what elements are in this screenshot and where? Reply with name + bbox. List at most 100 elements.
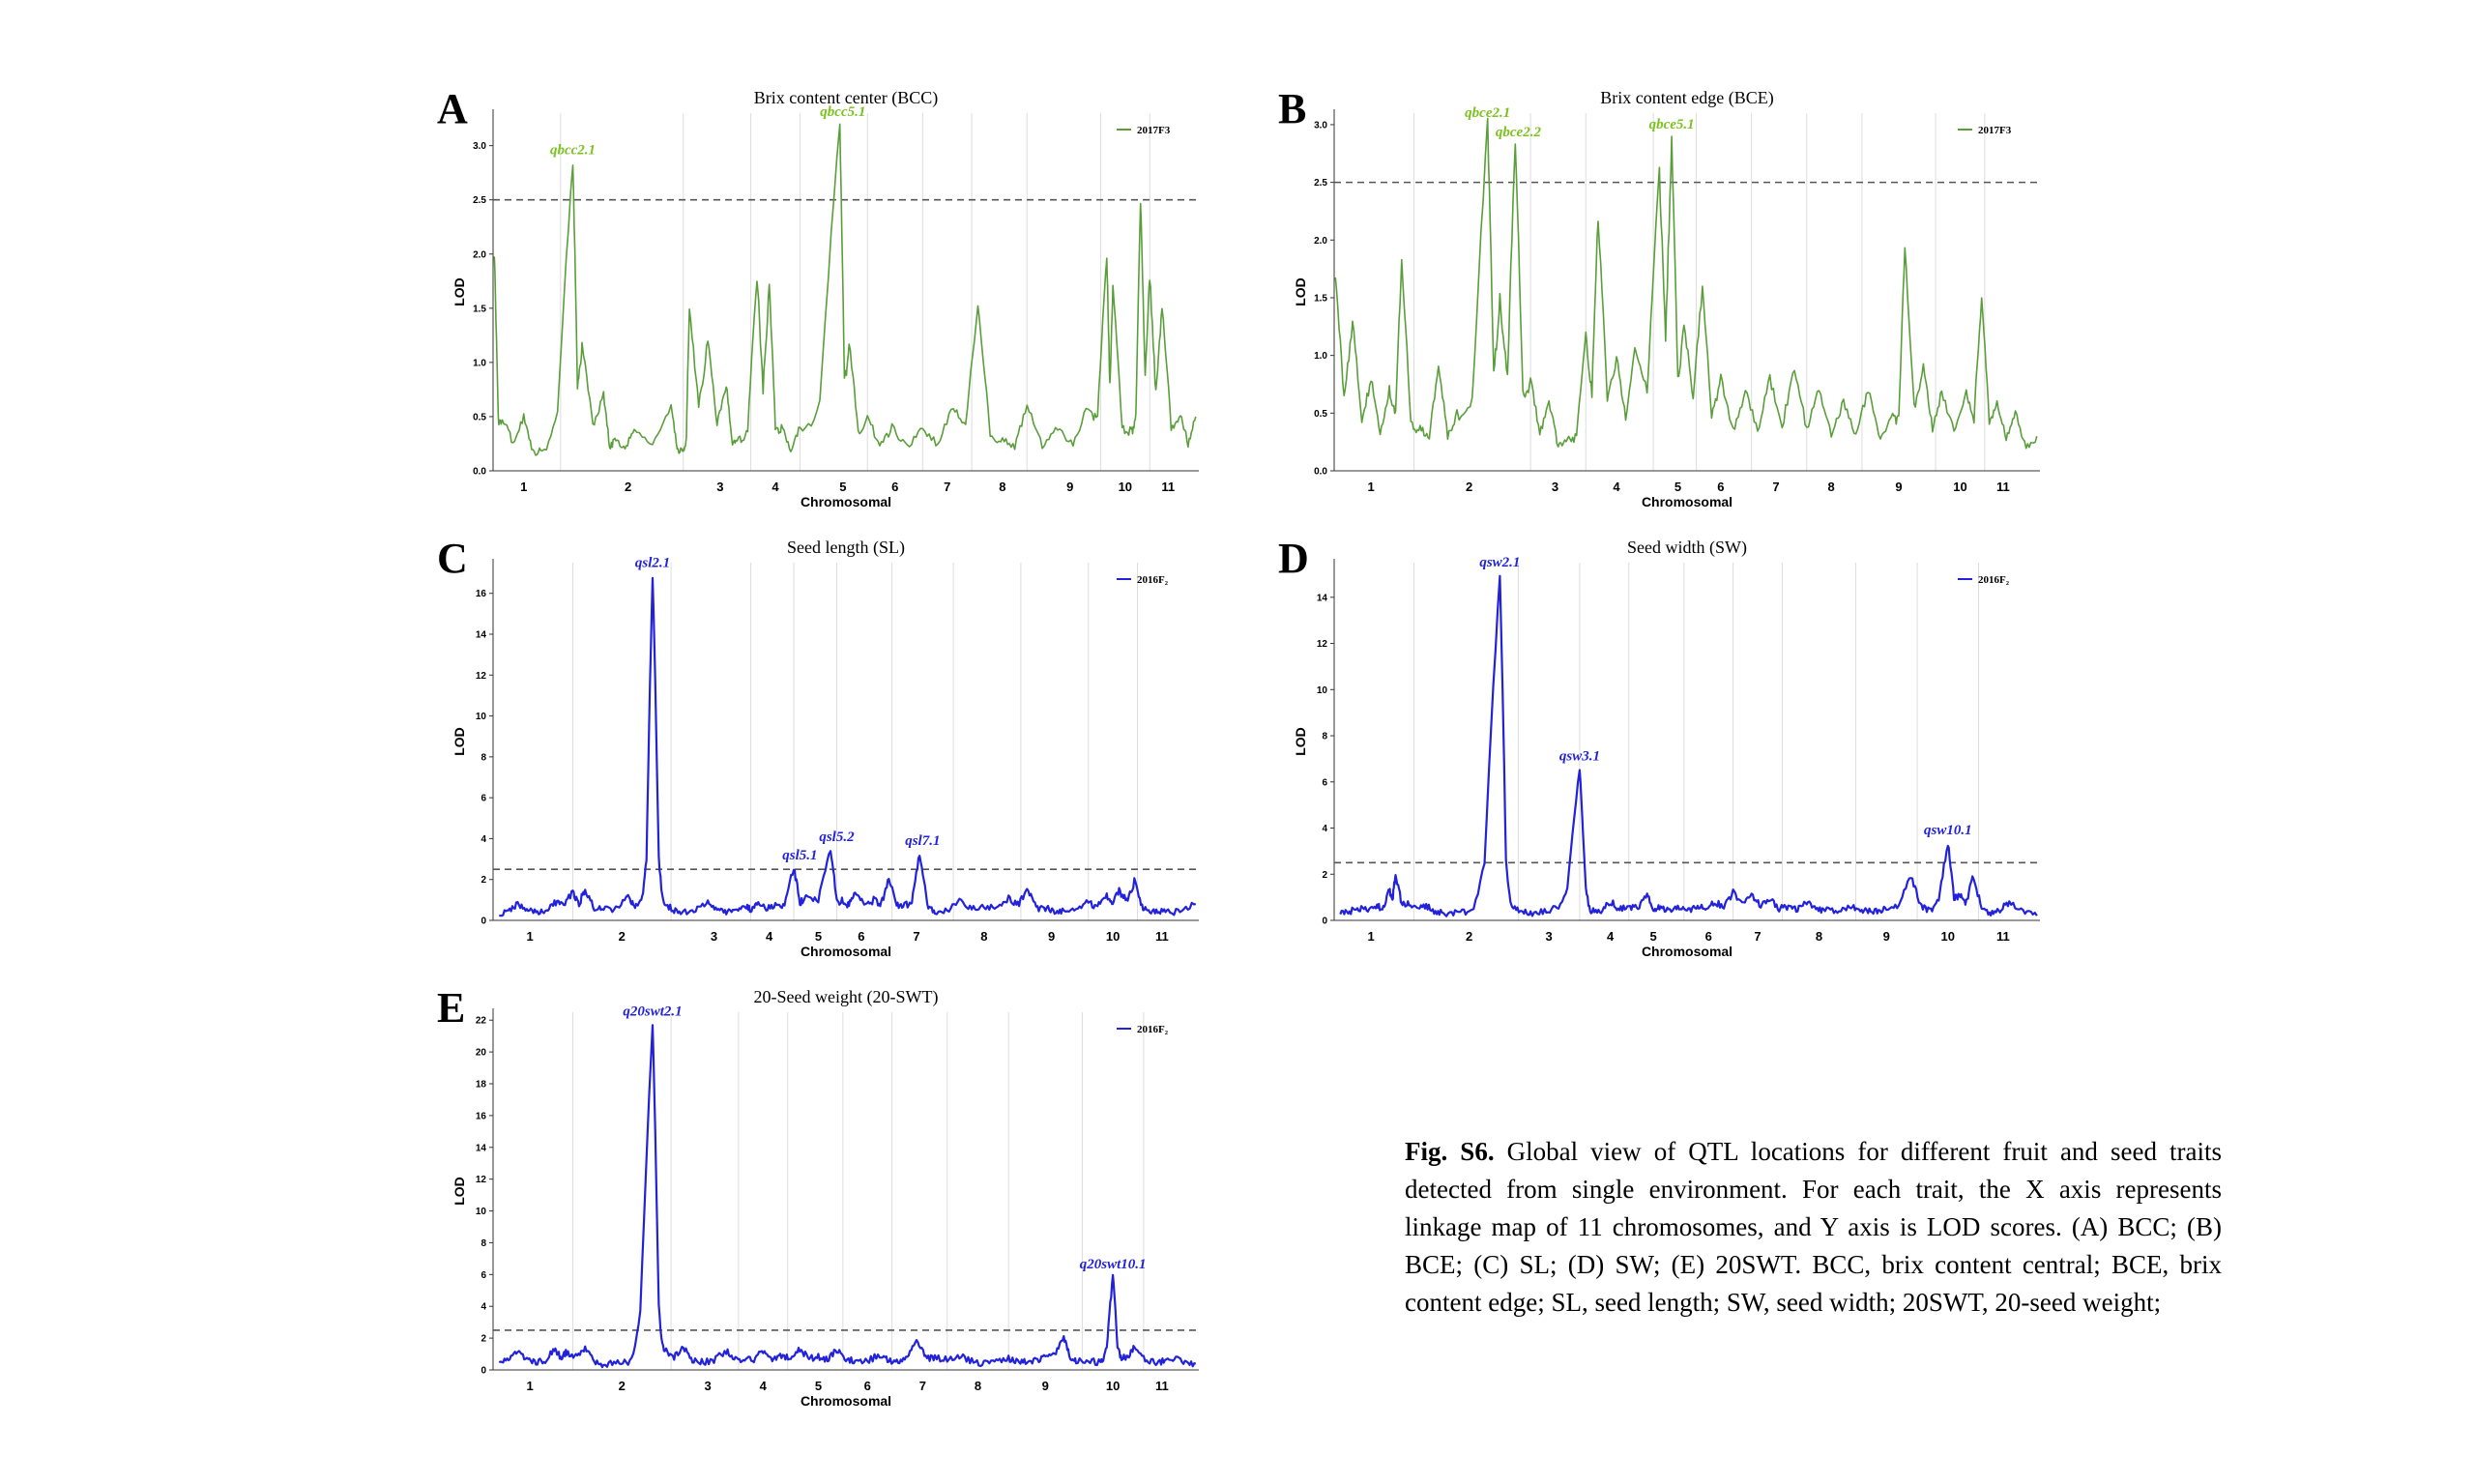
y-tick-label-d-2: 4: [1322, 824, 1327, 834]
y-tick-label-a-3: 1.5: [473, 304, 486, 314]
y-tick-label-d-3: 6: [1322, 777, 1327, 788]
y-tick-label-c-1: 2: [480, 875, 486, 886]
lod-curve-b: [1334, 117, 2038, 450]
chart-a-svg: A Brix content center (BCC) 0.0 0.5 1.0 1.5 2.…: [437, 85, 1199, 509]
chart-b-svg: B Brix content edge (BCE) 0.0 0.5 1.0 1.5 2.0 2…: [1278, 85, 2040, 509]
y-tick-label-d-0: 0: [1322, 917, 1327, 927]
x-tick-label-c-6: 7: [913, 929, 919, 944]
y-tick-label-c-0: 0: [480, 917, 486, 927]
x-tick-label-e-0: 1: [526, 1379, 533, 1393]
chart-title-e: 20-Seed weight (20-SWT): [754, 987, 939, 1007]
y-tick-label-e-6: 12: [476, 1175, 487, 1185]
x-tick-label-b-8: 9: [1895, 480, 1902, 494]
y-tick-label-c-4: 8: [480, 752, 486, 763]
panel-d: D Seed width (SW) 0 2 4 6 8 10 12 14 1 2 3 4 5 6 7 8 9 10 11…: [1267, 532, 2088, 976]
y-tick-label-b-0: 0.0: [1314, 467, 1327, 478]
x-tick-label-d-0: 1: [1367, 929, 1374, 944]
qtl-label-a-0: qbcc2.1: [550, 142, 596, 158]
x-tick-label-b-2: 3: [1552, 480, 1558, 494]
x-tick-label-a-8: 9: [1066, 480, 1073, 494]
x-tick-label-b-3: 4: [1613, 480, 1620, 494]
chart-title-d: Seed width (SW): [1627, 538, 1747, 558]
x-tick-label-b-7: 8: [1828, 480, 1835, 494]
y-tick-label-b-1: 0.5: [1314, 409, 1327, 420]
x-tick-label-a-4: 5: [839, 480, 846, 494]
panel-a: A Brix content center (BCC) 0.0 0.5 1.0 1.5 2.…: [425, 82, 1247, 527]
x-tick-label-d-7: 8: [1816, 929, 1822, 944]
y-tick-label-d-5: 10: [1317, 685, 1328, 696]
x-tick-label-c-5: 6: [858, 929, 864, 944]
x-tick-label-a-10: 11: [1161, 480, 1175, 494]
x-tick-label-e-9: 10: [1106, 1379, 1120, 1393]
y-axis-label-a: LOD: [451, 277, 467, 306]
x-tick-label-e-2: 3: [705, 1379, 712, 1393]
chart-title-a: Brix content center (BCC): [754, 88, 938, 108]
x-tick-label-b-4: 5: [1674, 480, 1681, 494]
x-tick-label-e-8: 9: [1042, 1379, 1049, 1393]
x-tick-label-b-6: 7: [1772, 480, 1779, 494]
panel-c: C Seed length (SL) 0 2 4 6 8 10 12 14 16 1 2 3 4 5 6 7 8 9 1…: [425, 532, 1247, 976]
y-tick-label-d-1: 2: [1322, 870, 1327, 881]
panel-letter-a: A: [437, 85, 468, 132]
y-tick-label-e-2: 4: [480, 1302, 486, 1313]
y-tick-label-d-6: 12: [1317, 639, 1328, 650]
y-tick-label-a-6: 3.0: [473, 141, 486, 152]
qtl-label-b-1: qbce2.2: [1496, 125, 1542, 140]
x-tick-label-c-9: 10: [1106, 929, 1120, 944]
x-tick-label-d-6: 7: [1754, 929, 1761, 944]
x-tick-label-e-4: 5: [815, 1379, 822, 1393]
x-axis-label-b: Chromosomal: [1642, 494, 1732, 509]
y-axis-label-c: LOD: [451, 727, 467, 756]
x-tick-label-d-2: 3: [1546, 929, 1553, 944]
qtl-label-e-0: q20swt2.1: [623, 1004, 682, 1020]
qtl-label-c-0: qsl2.1: [635, 556, 670, 571]
y-tick-label-e-7: 14: [476, 1143, 487, 1153]
y-tick-label-e-5: 10: [476, 1207, 487, 1217]
y-tick-label-a-2: 1.0: [473, 358, 486, 368]
x-tick-label-a-9: 10: [1119, 480, 1132, 494]
lod-curve-a: [493, 123, 1197, 456]
x-tick-label-d-5: 6: [1705, 929, 1712, 944]
panel-letter-c: C: [437, 535, 468, 582]
qtl-label-d-1: qsw3.1: [1559, 748, 1600, 764]
y-tick-label-a-0: 0.0: [473, 467, 486, 478]
x-tick-label-a-1: 2: [625, 480, 631, 494]
chart-e-svg: E 20-Seed weight (20-SWT)0246810121416182…: [437, 984, 1199, 1409]
x-tick-label-a-2: 3: [716, 480, 723, 494]
lod-curve-d: [1339, 574, 2038, 917]
x-tick-label-a-3: 4: [772, 480, 779, 494]
panel-letter-e: E: [437, 984, 465, 1032]
y-tick-label-b-5: 2.5: [1314, 178, 1327, 189]
y-tick-label-c-6: 12: [476, 671, 487, 682]
figure-caption: Fig. S6. Global view of QTL locations fo…: [1405, 1133, 2222, 1322]
y-tick-label-c-2: 4: [480, 834, 486, 845]
y-tick-label-b-3: 1.5: [1314, 293, 1327, 304]
x-tick-label-a-6: 7: [944, 480, 950, 494]
y-tick-label-c-3: 6: [480, 794, 486, 804]
x-tick-label-a-0: 1: [520, 480, 527, 494]
y-tick-label-c-5: 10: [476, 712, 487, 722]
x-tick-label-c-10: 11: [1155, 929, 1169, 944]
y-tick-label-e-8: 16: [476, 1111, 487, 1121]
x-tick-label-a-5: 6: [891, 480, 898, 494]
chart-title-b: Brix content edge (BCE): [1600, 88, 1773, 108]
panel-b: B Brix content edge (BCE) 0.0 0.5 1.0 1.5 2.0 2…: [1267, 82, 2088, 527]
qtl-label-c-2: qsl5.2: [819, 829, 855, 845]
y-tick-label-a-5: 2.5: [473, 195, 486, 206]
qtl-label-d-0: qsw2.1: [1479, 555, 1520, 570]
qtl-label-e-1: q20swt10.1: [1080, 1257, 1147, 1272]
x-tick-label-c-1: 2: [619, 929, 626, 944]
y-axis-label-e: LOD: [451, 1177, 467, 1206]
x-tick-label-e-6: 7: [919, 1379, 926, 1393]
x-tick-label-c-2: 3: [711, 929, 717, 944]
x-tick-label-c-7: 8: [980, 929, 987, 944]
x-tick-label-a-7: 8: [999, 480, 1005, 494]
y-tick-label-e-0: 0: [480, 1366, 486, 1377]
qtl-label-d-2: qsw10.1: [1924, 823, 1972, 838]
qtl-label-b-2: qbce5.1: [1649, 117, 1695, 132]
x-tick-label-e-5: 6: [864, 1379, 871, 1393]
chart-title-c: Seed length (SL): [787, 538, 905, 558]
y-tick-label-e-10: 20: [476, 1048, 487, 1059]
y-tick-label-b-4: 2.0: [1314, 236, 1327, 247]
